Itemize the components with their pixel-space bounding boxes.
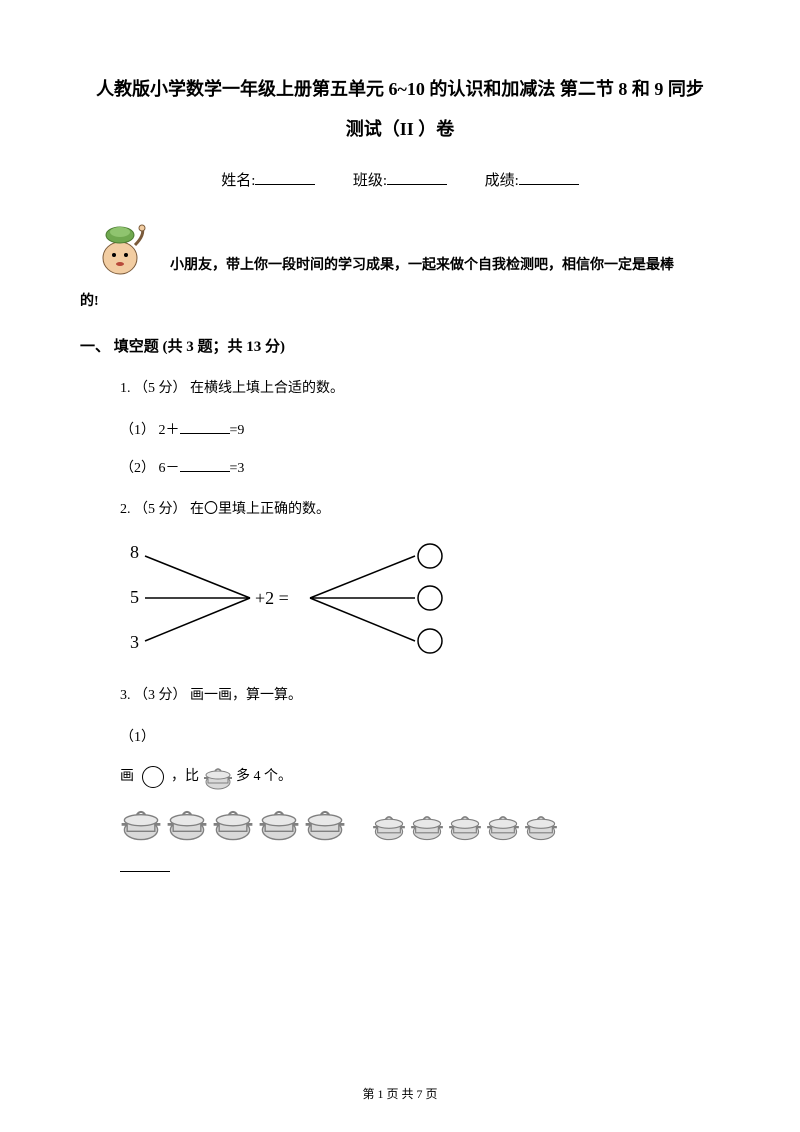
class-blank[interactable] (387, 170, 447, 185)
q2-circle-2 (418, 586, 442, 610)
q3-stem: 3. （3 分） 画一画，算一算。 (120, 683, 720, 708)
q2-circle-3 (418, 629, 442, 653)
q1-sub2: （2） 6－ =3 (120, 457, 720, 477)
pot-icon (120, 805, 162, 841)
q1-sub1-prefix: （1） 2＋ (120, 423, 180, 438)
pot-icon (166, 805, 208, 841)
pot-icon (212, 805, 254, 841)
q3-draw-mid: ，比 (171, 769, 199, 784)
pot-icon (203, 764, 233, 790)
q1-sub2-blank[interactable] (180, 458, 230, 472)
pot-icon (448, 811, 482, 841)
pot-icon (524, 811, 558, 841)
name-blank[interactable] (255, 170, 315, 185)
q1-sub1: （1） 2＋ =9 (120, 419, 720, 439)
intro-text-1: 小朋友，带上你一段时间的学习成果，一起来做个自我检测吧，相信你一定是最棒 (170, 252, 720, 280)
pot-icon (258, 805, 300, 841)
q2-val-5: 5 (130, 587, 139, 607)
q1-sub2-prefix: （2） 6－ (120, 461, 180, 476)
q3-draw-prefix: 画 (120, 769, 134, 784)
title-line-1: 人教版小学数学一年级上册第五单元 6~10 的认识和加减法 第二节 8 和 9 … (80, 70, 720, 110)
circle-icon (142, 766, 164, 788)
class-label: 班级: (353, 173, 387, 189)
q3-sub-label: （1） (120, 726, 720, 746)
q2-val-3: 3 (130, 632, 139, 652)
q1-sub1-blank[interactable] (180, 420, 230, 434)
q2-circle-1 (418, 544, 442, 568)
pot-icon (486, 811, 520, 841)
title-line-2: 测试（II ）卷 (80, 110, 720, 150)
q3-draw-suffix: 多 4 个。 (236, 769, 292, 784)
intro-text-2: 的! (80, 290, 720, 310)
q2-stem: 2. （5 分） 在〇里填上正确的数。 (120, 497, 720, 522)
pot-row (120, 805, 720, 841)
pot-icon (372, 811, 406, 841)
answer-blank[interactable] (120, 871, 170, 872)
pot-icon (410, 811, 444, 841)
q3-draw-row: 画 ，比 多 4 个。 (120, 764, 720, 790)
info-row: 姓名: 班级: 成绩: (80, 169, 720, 190)
page-footer: 第 1 页 共 7 页 (0, 1085, 800, 1102)
name-label: 姓名: (221, 173, 255, 189)
q2-op: +2 = (255, 588, 289, 608)
q1-sub1-suffix: =9 (230, 423, 245, 438)
q2-diagram: 8 5 3 +2 = (120, 538, 720, 663)
mascot-icon (90, 220, 150, 280)
q1-sub2-suffix: =3 (230, 461, 245, 476)
pot-icon (304, 805, 346, 841)
score-label: 成绩: (485, 173, 519, 189)
intro-row: 小朋友，带上你一段时间的学习成果，一起来做个自我检测吧，相信你一定是最棒 (80, 220, 720, 280)
q1-stem: 1. （5 分） 在横线上填上合适的数。 (120, 376, 720, 401)
score-blank[interactable] (519, 170, 579, 185)
q2-val-8: 8 (130, 542, 139, 562)
section-heading: 一、 填空题 (共 3 题；共 13 分) (80, 335, 720, 356)
